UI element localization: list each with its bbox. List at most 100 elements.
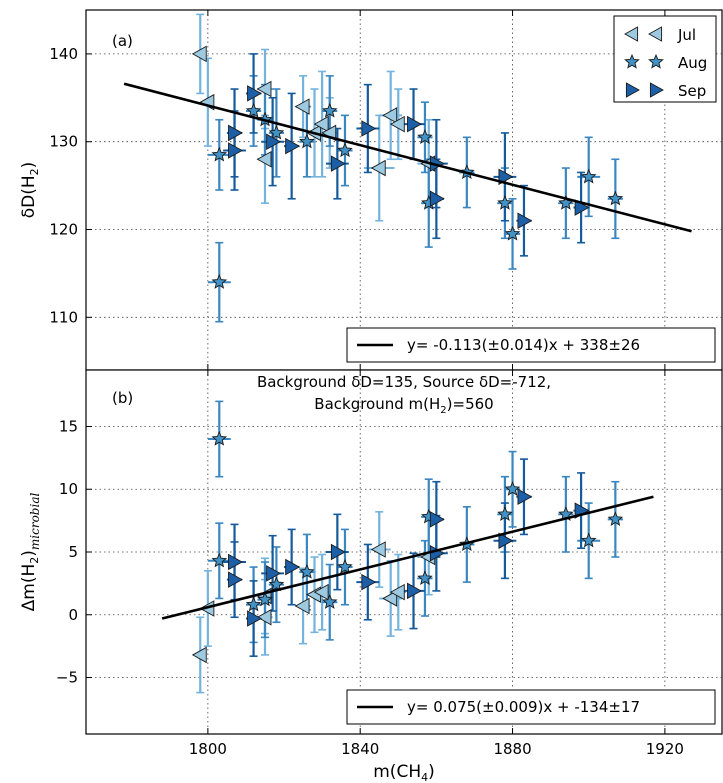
panel-a-marks (123, 13, 692, 323)
x-axis-label: m(CH4) (373, 762, 435, 783)
data-point-aug (337, 142, 353, 158)
data-point-sep (330, 155, 346, 172)
data-point-jul (191, 646, 207, 664)
data-point-aug (321, 594, 338, 609)
panel-b-marks (161, 400, 654, 694)
data-point-jul (256, 80, 272, 98)
data-point-sep (266, 133, 282, 150)
data-point-jul (256, 609, 272, 626)
data-point-jul (382, 590, 398, 607)
x-tick-label: 1920 (646, 740, 684, 758)
y-tick-label: 10 (59, 480, 78, 498)
data-point-sep (429, 190, 445, 208)
data-point-sep (228, 553, 243, 571)
data-point-sep (407, 582, 422, 600)
data-point-aug (211, 146, 228, 162)
data-point-sep (429, 511, 445, 528)
fit-equation-b: y= 0.075(±0.009)x + -134±17 (407, 698, 640, 716)
data-point-aug (245, 596, 262, 612)
legend-label-aug: Aug (678, 54, 707, 72)
fit-box-a: y= -0.113(±0.014)x + 338±26 (346, 327, 716, 363)
data-point-sep (228, 142, 243, 159)
legend-marker-aug (624, 53, 640, 69)
data-point-aug (504, 481, 521, 496)
data-point-sep (285, 558, 301, 576)
y-tick-label: 120 (49, 221, 78, 239)
x-tick-label: 1840 (341, 740, 379, 758)
data-point-sep (361, 573, 377, 591)
legend: Jul Aug Sep (613, 15, 717, 103)
legend-label-jul: Jul (677, 26, 696, 44)
x-tick-label: 1800 (189, 740, 227, 758)
fit-equation-a: y= -0.113(±0.014)x + 338±26 (407, 336, 640, 354)
data-point-aug (321, 102, 338, 118)
panel-b-ticks: 1800 1840 1880 1920 −5 0 5 10 15 (56, 370, 684, 758)
legend-marks (624, 26, 664, 98)
y-tick-label: 110 (49, 308, 78, 326)
data-point-aug (497, 506, 513, 521)
data-point-aug (211, 274, 228, 289)
data-point-aug (211, 552, 228, 568)
panel-b-ylabel: Δm(H2)microbial (19, 493, 42, 612)
data-point-aug (299, 133, 315, 149)
y-tick-label: 130 (49, 133, 78, 151)
data-point-aug (607, 190, 624, 206)
legend-marker-jul (624, 26, 639, 42)
data-point-sep (498, 532, 514, 549)
data-point-aug (337, 558, 353, 574)
fit-line (123, 82, 692, 233)
data-point-sep (517, 212, 533, 229)
y-tick-label: −5 (56, 669, 78, 687)
data-point-aug (497, 195, 513, 210)
legend-marker-jul (648, 26, 663, 42)
data-point-aug (245, 102, 262, 118)
panel-b-title-line1: Background δD=135, Source δD=-712, (257, 373, 551, 391)
data-point-aug (607, 511, 624, 526)
panel-b-title-line2: Background m(H2)=560 (314, 395, 493, 416)
data-point-jul (370, 159, 386, 177)
legend-marker-sep (649, 82, 664, 98)
panel-a-label: (a) (112, 32, 133, 50)
data-point-sep (247, 610, 262, 627)
fit-box-a-frame (346, 327, 716, 363)
data-point-jul (382, 107, 398, 124)
data-point-jul (256, 151, 272, 168)
data-point-aug (211, 430, 228, 446)
data-point-sep (228, 571, 243, 588)
data-point-sep (517, 488, 533, 506)
data-point-jul (313, 583, 329, 601)
data-point-aug (580, 168, 597, 184)
data-point-jul (389, 583, 405, 601)
data-point-sep (361, 120, 377, 137)
data-point-jul (191, 45, 207, 63)
data-point-aug (299, 563, 315, 579)
data-point-sep (330, 543, 346, 561)
data-point-sep (407, 115, 422, 133)
y-tick-label: 5 (68, 543, 78, 561)
data-point-aug (257, 591, 273, 607)
data-point-sep (266, 565, 282, 582)
data-point-jul (389, 115, 405, 133)
data-point-aug (268, 576, 285, 592)
panel-b-label: (b) (112, 389, 133, 407)
data-point-jul (370, 541, 386, 558)
data-point-jul (313, 115, 329, 133)
data-point-sep (228, 124, 243, 142)
data-point-sep (498, 168, 514, 186)
fit-box-b: y= 0.075(±0.009)x + -134±17 (346, 689, 716, 725)
legend-marker-sep (625, 82, 640, 98)
data-point-aug (580, 532, 597, 548)
data-point-sep (247, 85, 262, 102)
panel-a-ticks: 110 120 130 140 (49, 10, 666, 370)
data-point-aug (504, 225, 521, 241)
legend-label-sep: Sep (678, 82, 706, 100)
data-point-aug (417, 129, 433, 144)
data-point-jul (294, 98, 310, 115)
data-point-jul (294, 597, 310, 615)
legend-marker-aug (648, 53, 664, 69)
fit-line (161, 495, 654, 620)
data-point-aug (417, 570, 433, 585)
fit-box-b-frame (346, 689, 716, 725)
y-tick-label: 0 (68, 606, 78, 624)
panel-a-ylabel: δD(H2) (19, 162, 41, 219)
